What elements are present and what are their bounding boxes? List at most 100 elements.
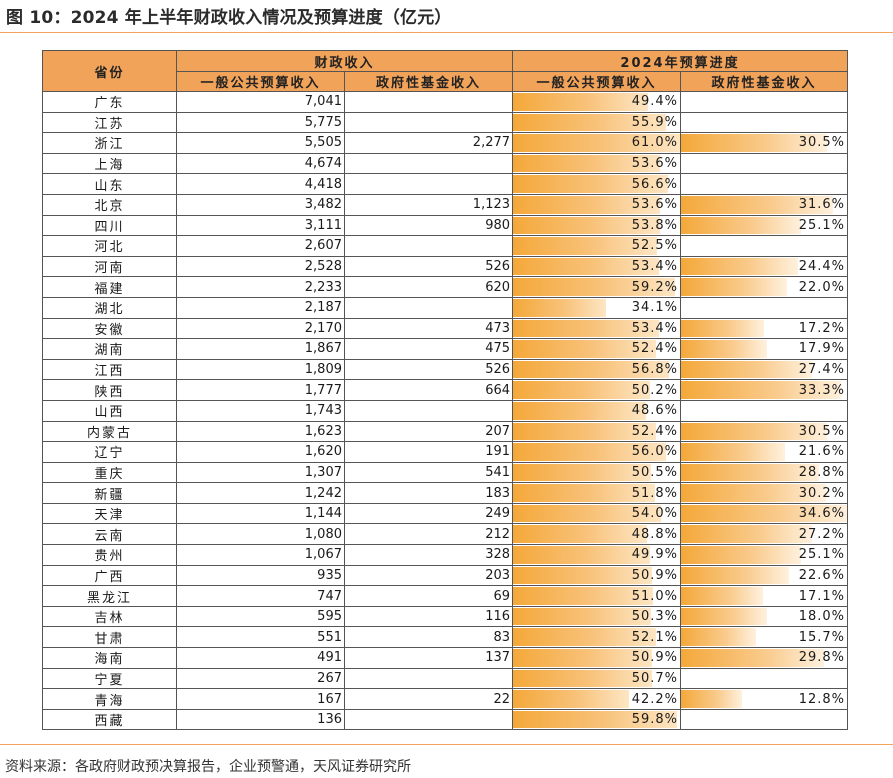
province-cell: 四川 <box>42 214 177 237</box>
general-progress-cell: 59.2% <box>512 276 682 298</box>
table-row: 四川 3,111 980 53.8% 25.1% <box>42 214 849 237</box>
province-cell: 河南 <box>42 255 177 278</box>
fund-revenue-cell: 328 <box>343 544 514 566</box>
fund-progress-cell: 22.6% <box>680 564 849 587</box>
fund-progress-cell-databar <box>681 504 847 523</box>
province-cell: 天津 <box>42 502 177 525</box>
general-progress-cell: 56.6% <box>512 173 682 195</box>
province-cell: 陕西 <box>42 379 177 401</box>
title-divider <box>0 32 893 33</box>
general-progress-cell-databar <box>513 566 653 585</box>
figure-title: 图 10：2024 年上半年财政收入情况及预算进度（亿元） <box>6 8 452 28</box>
fund-progress-cell: 30.2% <box>680 482 849 504</box>
fund-revenue-cell: 69 <box>343 585 514 607</box>
fund-progress-cell-databar <box>681 340 767 358</box>
province-cell: 贵州 <box>42 544 177 566</box>
general-progress-cell-databar <box>513 710 677 729</box>
fund-progress-cell <box>680 667 849 690</box>
general-progress-cell-databar <box>513 381 651 399</box>
fund-progress-cell: 31.6% <box>680 193 849 216</box>
general-revenue-cell: 2,170 <box>176 317 345 340</box>
province-cell: 宁夏 <box>42 667 177 690</box>
province-cell: 新疆 <box>42 482 177 504</box>
fund-revenue-cell: 2,277 <box>343 132 514 154</box>
general-progress-cell: 52.4% <box>512 420 682 443</box>
fund-progress-cell-value: 22.6% <box>798 567 846 583</box>
province-cell: 吉林 <box>42 605 177 628</box>
table-row: 广东 7,041 49.4% <box>42 91 849 113</box>
fund-progress-cell-databar <box>681 649 824 667</box>
table-row: 安徽 2,170 473 53.4% 17.2% <box>42 317 849 340</box>
fund-progress-cell-value <box>845 238 847 253</box>
general-progress-cell-value: 52.5% <box>631 238 679 254</box>
table-row: 湖北 2,187 34.1% <box>42 296 849 319</box>
header-group-progress: 2024年预算进度 <box>512 50 849 72</box>
province-cell: 浙江 <box>42 132 177 154</box>
province-cell: 重庆 <box>42 461 177 484</box>
general-revenue-cell: 935 <box>176 564 345 587</box>
fund-revenue-cell: 526 <box>343 255 514 278</box>
fund-progress-cell-value: 27.2% <box>798 526 846 542</box>
general-progress-cell: 49.4% <box>512 91 682 113</box>
fund-progress-cell <box>680 111 849 134</box>
table-row: 河南 2,528 526 53.4% 24.4% <box>42 255 849 278</box>
general-progress-cell: 53.6% <box>512 152 682 175</box>
general-revenue-cell: 7,041 <box>176 91 345 113</box>
general-progress-cell-databar <box>513 484 655 502</box>
fund-progress-cell-value <box>845 403 847 418</box>
general-progress-cell: 51.0% <box>512 585 682 607</box>
general-revenue-cell: 1,144 <box>176 502 345 525</box>
general-revenue-cell: 1,743 <box>176 399 345 422</box>
fund-revenue-cell: 664 <box>343 379 514 401</box>
general-progress-cell: 50.9% <box>512 564 682 587</box>
general-progress-cell-databar <box>513 319 660 338</box>
general-progress-cell-databar <box>513 546 650 564</box>
fund-progress-cell: 30.5% <box>680 132 849 154</box>
general-progress-cell: 61.0% <box>512 132 682 154</box>
fund-progress-cell-value: 17.1% <box>798 588 846 604</box>
province-cell: 海南 <box>42 647 177 669</box>
fund-progress-cell-value: 24.4% <box>798 259 846 275</box>
general-progress-cell-value: 50.3% <box>631 609 679 625</box>
general-progress-cell-value: 56.6% <box>631 176 679 192</box>
general-progress-cell-value: 59.8% <box>631 712 679 728</box>
general-revenue-cell: 4,418 <box>176 173 345 195</box>
fund-progress-cell: 17.9% <box>680 338 849 360</box>
fund-progress-cell-value: 29.8% <box>798 650 846 666</box>
province-cell: 山西 <box>42 399 177 422</box>
general-revenue-cell: 5,775 <box>176 111 345 134</box>
province-cell: 江苏 <box>42 111 177 134</box>
fund-progress-cell-value <box>845 712 847 727</box>
general-progress-cell: 34.1% <box>512 296 682 319</box>
fund-progress-cell-value: 33.3% <box>798 382 846 398</box>
fund-revenue-cell: 541 <box>343 461 514 484</box>
fund-revenue-cell: 116 <box>343 605 514 628</box>
fund-progress-cell <box>680 152 849 175</box>
table-row: 海南 491 137 50.9% 29.8% <box>42 647 849 669</box>
general-progress-cell-databar <box>513 257 660 276</box>
fund-progress-cell: 18.0% <box>680 605 849 628</box>
general-progress-cell: 50.9% <box>512 647 682 669</box>
general-revenue-cell: 1,867 <box>176 338 345 360</box>
table-row: 上海 4,674 53.6% <box>42 152 849 175</box>
general-progress-cell: 55.9% <box>512 111 682 134</box>
table-row: 山西 1,743 48.6% <box>42 399 849 422</box>
general-revenue-cell: 267 <box>176 667 345 690</box>
table-row: 天津 1,144 249 54.0% 34.6% <box>42 502 849 525</box>
general-revenue-cell: 3,482 <box>176 193 345 216</box>
general-progress-cell-databar <box>513 669 652 688</box>
province-cell: 北京 <box>42 193 177 216</box>
general-progress-cell-databar <box>513 154 660 173</box>
general-progress-cell: 53.8% <box>512 214 682 237</box>
fund-progress-cell-value: 28.8% <box>798 464 846 480</box>
fund-revenue-cell <box>343 173 514 195</box>
fund-progress-cell-value: 18.0% <box>798 609 846 625</box>
header-fund-revenue: 政府性基金收入 <box>343 71 514 92</box>
province-cell: 福建 <box>42 276 177 298</box>
province-cell: 广东 <box>42 91 177 113</box>
general-progress-cell-databar <box>513 463 652 482</box>
fund-revenue-cell <box>343 235 514 257</box>
fund-revenue-cell: 475 <box>343 338 514 360</box>
province-cell: 湖北 <box>42 296 177 319</box>
header-group-revenue: 财政收入 <box>175 50 514 72</box>
